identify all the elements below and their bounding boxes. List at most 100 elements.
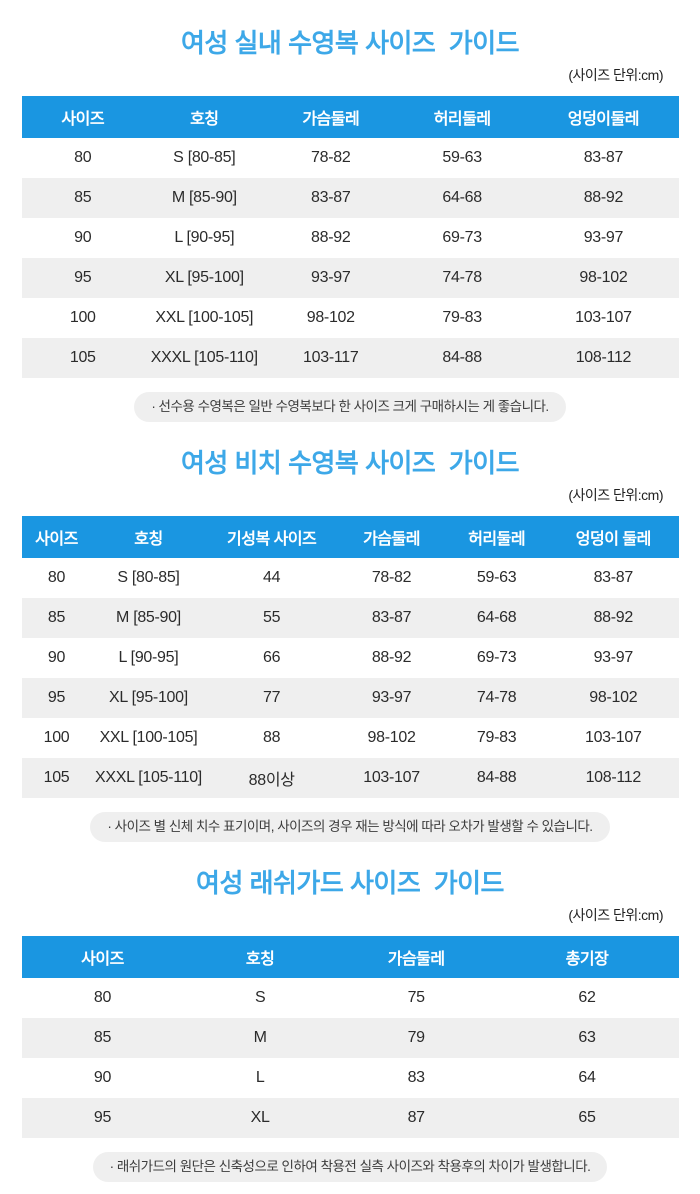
table-cell: 64-68 (476, 609, 517, 626)
table-cell: 65 (578, 1109, 596, 1126)
table-row: 90 L 83 64 (22, 1058, 679, 1098)
section-title: 여성 실내 수영복 사이즈 가이드 (180, 28, 520, 58)
size-table: 사이즈 호칭 가슴둘레 허리둘레 엉덩이둘레 80 S [80-85] 78-82 59-63… (22, 96, 679, 378)
column-header: 엉덩이 둘레 (547, 516, 679, 558)
table-cell: 93-97 (371, 689, 412, 706)
table-row: 95 XL 87 65 (22, 1098, 679, 1138)
table-row: 85 M 79 63 (22, 1018, 679, 1058)
column-header: 호칭 (90, 516, 206, 558)
table-cell: 84-88 (476, 769, 517, 786)
column-header: 기성복 사이즈 (205, 516, 338, 558)
table-row: 80 S 75 62 (22, 978, 679, 1018)
table-header-row: 사이즈 호칭 가슴둘레 허리둘레 엉덩이둘레 (22, 96, 679, 138)
table-cell: 85 (47, 609, 66, 626)
table-cell: 55 (263, 609, 281, 626)
table-cell: 88 (263, 729, 281, 746)
table-cell: 98-102 (589, 689, 638, 706)
table-cell: 90 (93, 1069, 112, 1086)
table-cell: 69-73 (476, 649, 517, 666)
note-container: · 래쉬가드의 원단은 신축성으로 인하여 착용전 실측 사이즈와 착용후의 차… (0, 1152, 700, 1182)
table-cell: 69-73 (442, 229, 482, 246)
table-cell: 93-97 (311, 269, 351, 286)
column-header: 가슴둘레 (265, 96, 397, 138)
table-cell: 80 (74, 149, 92, 166)
table-cell: 95 (47, 689, 66, 706)
table-row: 85 M [85-90] 83-87 64-68 88-92 (22, 178, 679, 218)
column-header: 사이즈 (22, 516, 91, 558)
table-row: 105 XXXL [105-110] 88이상 103-107 84-88 108-112 (22, 758, 679, 798)
table-note: · 선수용 수영복은 일반 수영복보다 한 사이즈 크게 구매하시는 게 좋습니… (134, 392, 566, 422)
table-cell: 83 (407, 1069, 426, 1086)
size-guide-sections: 여성 실내 수영복 사이즈 가이드 (사이즈 단위:cm) 사이즈 호칭 가슴둘레 허… (0, 26, 700, 1182)
section-title: 여성 비치 수영복 사이즈 가이드 (180, 448, 520, 478)
column-header: 엉덩이둘레 (527, 96, 679, 138)
table-row: 100 XXL [100-105] 98-102 79-83 103-107 (22, 298, 679, 338)
table-cell: M [85-90] (116, 609, 181, 626)
table-cell: 74-78 (476, 689, 517, 706)
unit-label: (사이즈 단위:cm) (568, 67, 663, 83)
table-cell: 83-87 (593, 569, 634, 586)
table-cell: 78-82 (311, 149, 351, 166)
table-cell: M (253, 1029, 267, 1046)
table-cell: 93-97 (583, 229, 624, 246)
table-cell: 74-78 (442, 269, 482, 286)
table-cell: 98-102 (306, 309, 355, 326)
table-cell: 80 (47, 569, 66, 586)
table-cell: XL [95-100] (164, 269, 244, 286)
table-cell: 98-102 (367, 729, 416, 746)
table-cell: 108-112 (575, 349, 632, 366)
table-row: 95 XL [95-100] 77 93-97 74-78 98-102 (22, 678, 679, 718)
table-cell: 93-97 (593, 649, 634, 666)
table-cell: 80 (93, 989, 112, 1006)
column-header: 허리둘레 (396, 96, 528, 138)
table-cell: XXXL [105-110] (150, 349, 258, 366)
table-cell: 88-92 (311, 229, 351, 246)
table-cell: 100 (69, 309, 96, 326)
table-cell: XXL [100-105] (99, 729, 198, 746)
table-cell: L [90-95] (118, 649, 179, 666)
table-row: 100 XXL [100-105] 88 98-102 79-83 103-107 (22, 718, 679, 758)
table-row: 85 M [85-90] 55 83-87 64-68 88-92 (22, 598, 679, 638)
table-cell: L [90-95] (174, 229, 235, 246)
table-cell: S [80-85] (173, 149, 236, 166)
column-header: 가슴둘레 (337, 936, 496, 978)
table-row: 90 L [90-95] 88-92 69-73 93-97 (22, 218, 679, 258)
column-header: 호칭 (143, 96, 266, 138)
table-cell: S [80-85] (117, 569, 180, 586)
table-cell: 95 (74, 269, 92, 286)
table-cell: XL [95-100] (109, 689, 188, 706)
table-cell: 64-68 (442, 189, 482, 206)
table-cell: 83-87 (371, 609, 412, 626)
table-cell: 88-92 (371, 649, 412, 666)
note-container: · 사이즈 별 신체 치수 표기이며, 사이즈의 경우 재는 방식에 따라 오차… (0, 812, 700, 842)
table-cell: 85 (93, 1029, 112, 1046)
table-cell: 78-82 (371, 569, 412, 586)
table-cell: 103-107 (584, 729, 642, 746)
table-row: 80 S [80-85] 78-82 59-63 83-87 (22, 138, 679, 178)
unit-label: (사이즈 단위:cm) (568, 487, 663, 503)
table-row: 90 L [90-95] 66 88-92 69-73 93-97 (22, 638, 679, 678)
unit-label: (사이즈 단위:cm) (568, 907, 663, 923)
column-header: 가슴둘레 (337, 516, 446, 558)
table-cell: 79 (407, 1029, 426, 1046)
column-header: 사이즈 (22, 96, 144, 138)
column-header: 사이즈 (22, 936, 183, 978)
size-guide-section: 여성 실내 수영복 사이즈 가이드 (사이즈 단위:cm) 사이즈 호칭 가슴둘레 허… (0, 26, 700, 422)
table-cell: 59-63 (442, 149, 482, 166)
table-cell: 44 (263, 569, 281, 586)
table-cell: 100 (43, 729, 70, 746)
table-cell: XL (250, 1109, 270, 1126)
table-cell: 62 (578, 989, 596, 1006)
column-header: 호칭 (182, 936, 338, 978)
table-cell: 103-107 (575, 309, 632, 326)
section-title: 여성 래쉬가드 사이즈 가이드 (196, 868, 504, 898)
size-table: 사이즈 호칭 기성복 사이즈 가슴둘레 허리둘레 엉덩이 둘레 80 S [80-85] 44… (22, 516, 679, 798)
table-cell: 64 (578, 1069, 596, 1086)
table-row: 80 S [80-85] 44 78-82 59-63 83-87 (22, 558, 679, 598)
table-cell: 90 (74, 229, 92, 246)
table-cell: 83-87 (311, 189, 351, 206)
table-cell: 88-92 (593, 609, 634, 626)
size-guide-section: 여성 비치 수영복 사이즈 가이드 (사이즈 단위:cm) 사이즈 호칭 기성복 사… (0, 446, 700, 842)
table-cell: 105 (43, 769, 70, 786)
note-container: · 선수용 수영복은 일반 수영복보다 한 사이즈 크게 구매하시는 게 좋습니… (0, 392, 700, 422)
